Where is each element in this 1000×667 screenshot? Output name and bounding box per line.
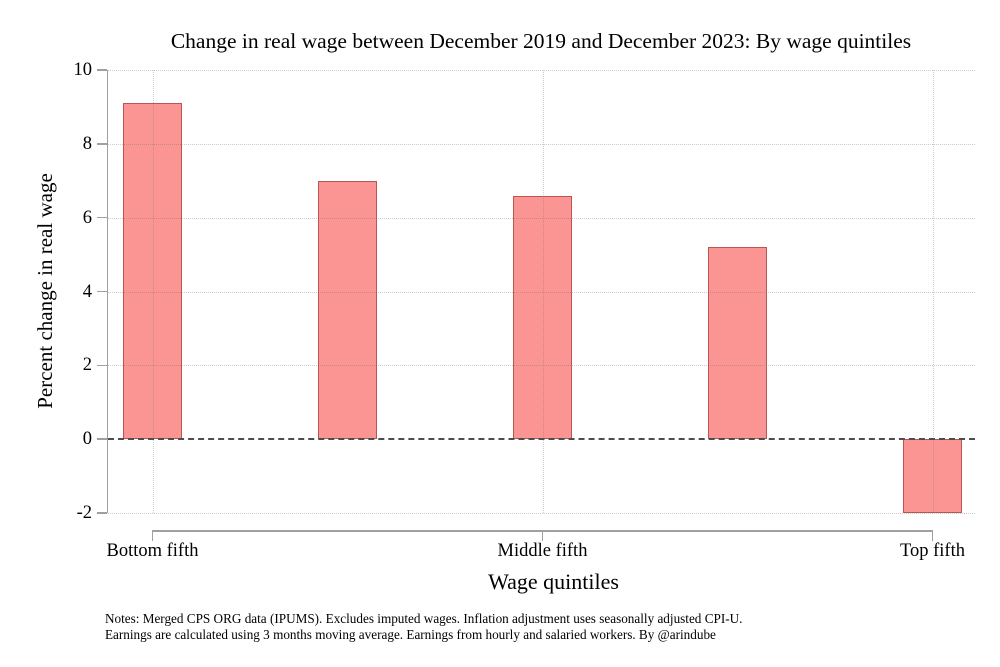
x-tick-label: Bottom fifth — [106, 541, 199, 561]
y-tick — [97, 364, 107, 367]
x-tick — [931, 530, 934, 541]
bar — [123, 103, 182, 440]
x-tick-label: Middle fifth — [497, 541, 588, 561]
notes-line-2: Earnings are calculated using 3 months m… — [105, 627, 716, 642]
y-tick-label: 10 — [73, 60, 93, 80]
gridline-vertical — [932, 70, 934, 513]
bar — [903, 439, 962, 513]
bar — [513, 195, 572, 440]
plot-area: 10 8 6 4 2 0 -2 Bottom fifth Middle fifth Top fif… — [74, 60, 975, 561]
gridline-horizontal — [108, 365, 975, 367]
y-tick-label: -2 — [76, 503, 92, 523]
x-tick — [541, 530, 544, 541]
chart-title: Change in real wage between December 201… — [170, 29, 912, 53]
gridline-vertical — [152, 70, 154, 513]
bar — [708, 247, 767, 440]
y-tick-label: 0 — [82, 429, 92, 450]
gridline-horizontal — [108, 291, 975, 293]
y-tick-label: 4 — [82, 281, 92, 302]
gridline-vertical — [542, 70, 544, 513]
notes: Notes: Merged CPS ORG data (IPUMS). Excl… — [105, 611, 742, 643]
y-tick — [97, 216, 107, 219]
x-tick-label: Top fifth — [900, 541, 965, 561]
y-tick — [97, 69, 107, 71]
y-tick-label: 8 — [82, 133, 92, 154]
y-tick — [97, 512, 107, 514]
x-tick — [151, 530, 154, 541]
zero-reference-line — [108, 438, 975, 441]
y-tick — [97, 143, 107, 145]
gridline-horizontal — [108, 217, 975, 219]
y-axis-line — [106, 70, 108, 513]
bar — [318, 180, 377, 440]
x-axis-label: Wage quintiles — [488, 569, 619, 594]
y-tick — [97, 438, 107, 440]
gridline-horizontal — [108, 70, 975, 71]
y-tick-label: 2 — [82, 355, 92, 376]
y-tick-label: 6 — [82, 207, 92, 228]
gridline-horizontal — [108, 143, 975, 145]
y-tick — [97, 290, 107, 293]
gridline-horizontal — [108, 513, 975, 514]
notes-line-1: Notes: Merged CPS ORG data (IPUMS). Excl… — [105, 611, 743, 626]
